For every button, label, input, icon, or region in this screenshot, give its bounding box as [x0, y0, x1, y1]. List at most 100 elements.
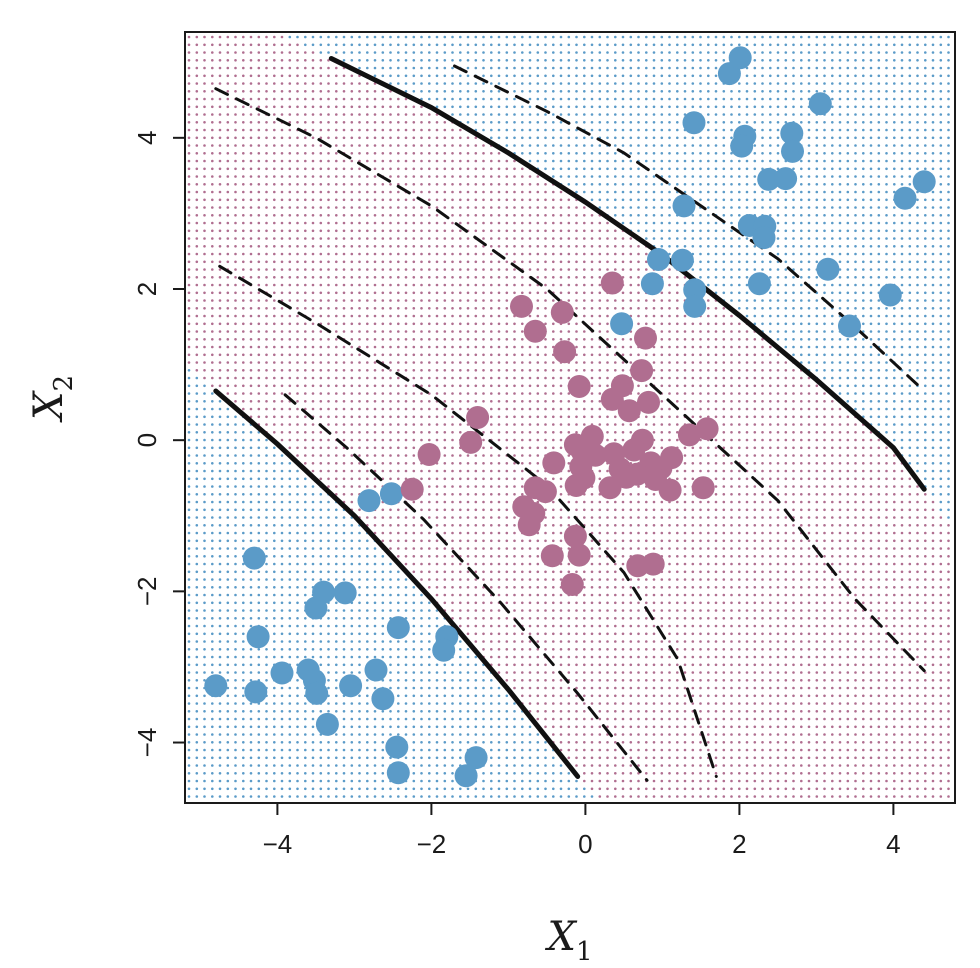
grid-dot-purple [319, 214, 323, 217]
grid-dot-purple [381, 283, 385, 287]
grid-dot-purple [536, 221, 540, 225]
grid-dot-purple [552, 624, 555, 628]
grid-dot-purple [257, 82, 261, 85]
grid-dot-purple [218, 221, 222, 225]
grid-dot-purple [249, 260, 253, 264]
grid-dot-blue [420, 74, 423, 78]
grid-dot-purple [490, 516, 493, 519]
grid-dot-blue [226, 555, 230, 558]
grid-dot-blue [358, 671, 361, 674]
grid-dot-purple [358, 144, 361, 147]
grid-dot-purple [211, 136, 214, 140]
grid-dot-blue [497, 795, 501, 798]
grid-dot-blue [459, 725, 462, 729]
grid-dot-blue [335, 710, 338, 713]
grid-dot-purple [350, 167, 354, 171]
grid-dot-blue [389, 586, 392, 589]
grid-dot-purple [443, 144, 447, 147]
grid-dot-purple [234, 43, 237, 47]
grid-dot-purple [242, 353, 245, 357]
grid-dot-purple [273, 198, 276, 202]
grid-dot-blue [218, 725, 222, 729]
grid-dot-purple [187, 82, 191, 85]
grid-dot-purple [203, 221, 206, 225]
grid-dot-purple [552, 725, 555, 729]
grid-dot-blue [544, 43, 547, 47]
grid-dot-purple [187, 43, 191, 47]
grid-dot-purple [211, 206, 214, 209]
grid-dot-purple [218, 268, 222, 271]
grid-dot-purple [366, 268, 369, 271]
grid-dot-purple [521, 547, 524, 550]
grid-dot-blue [474, 679, 478, 682]
grid-dot-blue [242, 438, 245, 442]
grid-dot-purple [412, 128, 416, 132]
grid-dot-purple [536, 632, 540, 636]
grid-dot-purple [381, 469, 385, 473]
grid-dot-blue [288, 710, 292, 713]
grid-dot-purple [288, 361, 292, 364]
grid-dot-blue [575, 136, 578, 140]
grid-dot-blue [443, 105, 447, 109]
grid-dot-blue [342, 702, 346, 705]
grid-dot-blue [559, 152, 563, 155]
grid-dot-blue [226, 407, 230, 411]
grid-dot-purple [404, 462, 408, 465]
grid-dot-purple [435, 206, 439, 209]
grid-dot-blue [280, 524, 284, 527]
grid-dot-purple [521, 214, 524, 217]
grid-dot-blue [203, 795, 206, 798]
grid-dot-blue [273, 609, 276, 612]
grid-dot-purple [528, 671, 532, 674]
grid-dot-purple [497, 245, 501, 248]
grid-dot-purple [443, 198, 447, 202]
grid-dot-purple [497, 330, 501, 333]
grid-dot-purple [366, 183, 369, 186]
grid-dot-purple [559, 214, 563, 217]
grid-dot-purple [358, 221, 361, 225]
grid-dot-blue [490, 787, 493, 791]
grid-dot-purple [265, 338, 268, 341]
grid-dot-purple [451, 198, 454, 202]
grid-dot-purple [559, 686, 563, 690]
grid-dot-purple [381, 237, 385, 240]
grid-dot-blue [203, 547, 206, 550]
grid-dot-purple [350, 384, 354, 388]
grid-dot-purple [428, 198, 431, 202]
grid-dot-purple [389, 128, 392, 132]
grid-dot-purple [218, 152, 222, 155]
grid-dot-purple [482, 524, 485, 527]
grid-dot-blue [242, 779, 245, 783]
grid-dot-blue [412, 640, 416, 643]
grid-dot-purple [211, 121, 214, 124]
grid-dot-purple [420, 477, 423, 481]
grid-dot-purple [350, 245, 354, 248]
grid-dot-blue [435, 66, 439, 70]
grid-dot-blue [249, 741, 253, 744]
grid-dot-purple [420, 322, 423, 326]
grid-dot-blue [404, 90, 408, 93]
grid-dot-blue [203, 384, 206, 388]
grid-dot-blue [513, 136, 516, 140]
grid-dot-purple [397, 524, 400, 527]
grid-dot-blue [234, 462, 237, 465]
grid-dot-purple [342, 438, 346, 442]
grid-dot-purple [490, 539, 493, 543]
grid-dot-blue [226, 741, 230, 744]
grid-dot-purple [420, 531, 423, 535]
grid-dot-purple [544, 632, 547, 636]
grid-dot-purple [521, 593, 524, 597]
grid-dot-blue [412, 617, 416, 620]
grid-dot-purple [412, 415, 416, 419]
grid-dot-blue [350, 609, 354, 612]
grid-dot-purple [513, 268, 516, 271]
grid-dot-purple [528, 702, 532, 705]
grid-dot-blue [327, 787, 330, 791]
grid-dot-purple [211, 353, 214, 357]
grid-dot-purple [397, 322, 400, 326]
grid-dot-blue [373, 578, 377, 581]
grid-dot-purple [466, 369, 470, 372]
grid-dot-blue [428, 694, 431, 698]
grid-dot-blue [544, 756, 547, 760]
grid-dot-blue [211, 562, 214, 566]
